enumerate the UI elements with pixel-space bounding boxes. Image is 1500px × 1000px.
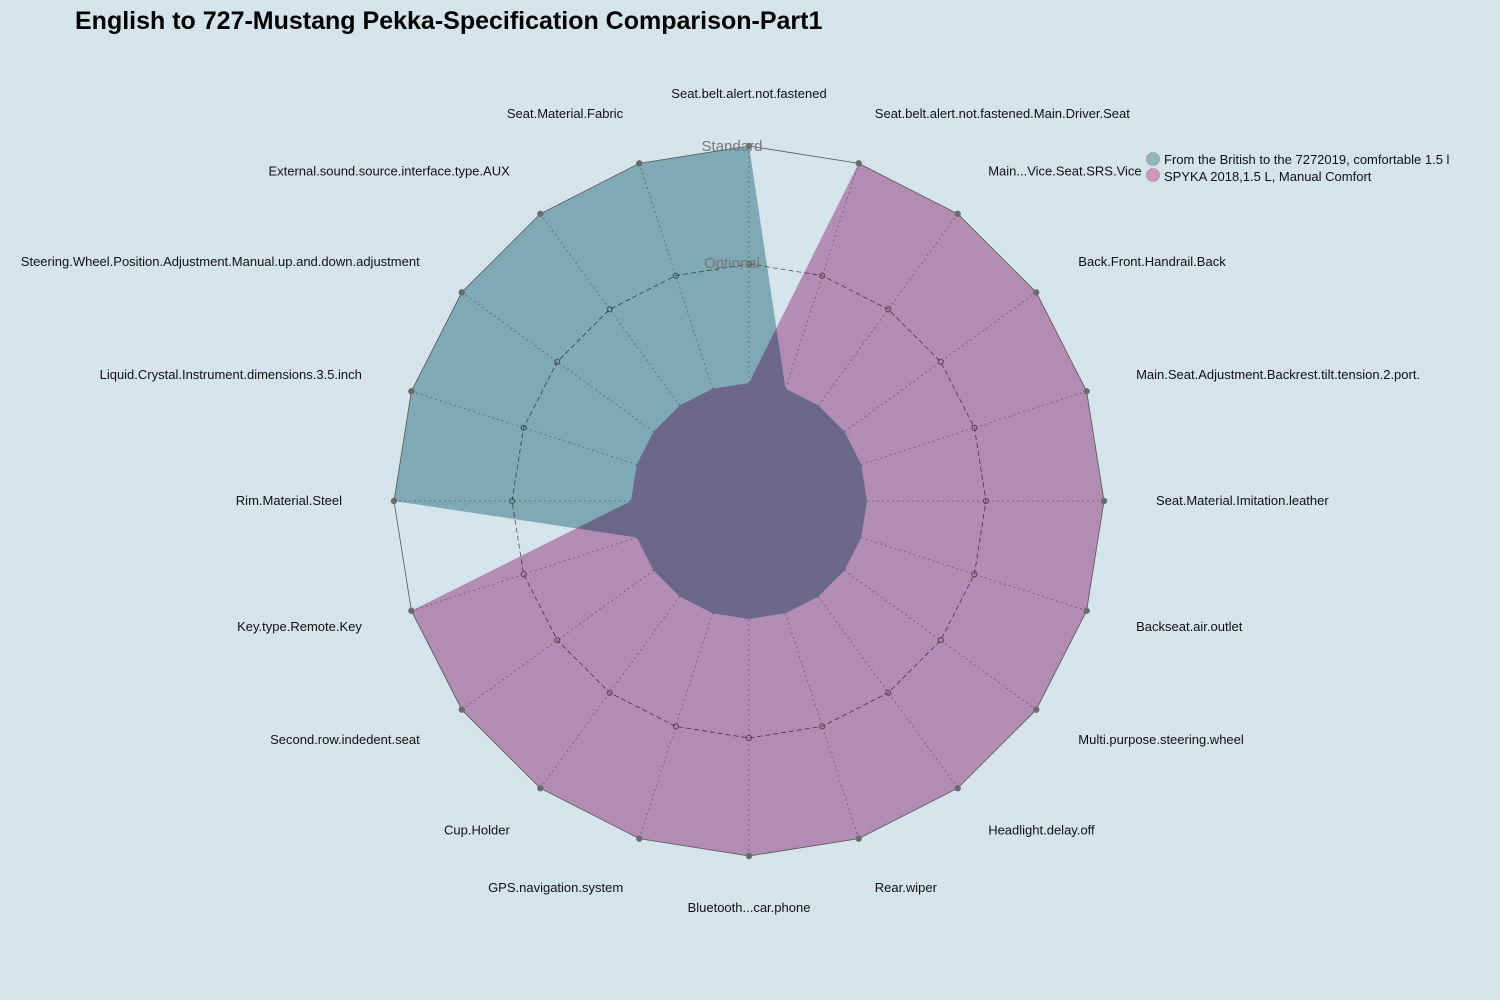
radar-vertex-marker: [408, 607, 415, 614]
legend-label-series-2: SPYKA 2018,1.5 L, Manual Comfort: [1164, 169, 1372, 184]
radar-vertex-marker: [636, 160, 643, 167]
axis-label: Backseat.air.outlet: [1136, 619, 1243, 634]
legend-swatch-series-2: [1146, 168, 1160, 182]
radar-vertex-marker: [855, 835, 862, 842]
level-label-optional: Optional: [704, 255, 760, 272]
axis-label: Seat.Material.Fabric: [507, 106, 624, 121]
axis-label: Second.row.indedent.seat: [270, 732, 420, 747]
axis-label: Rim.Material.Steel: [236, 493, 342, 508]
axis-label: Main.Seat.Adjustment.Backrest.tilt.tensi…: [1136, 367, 1420, 382]
radar-vertex-marker: [458, 706, 465, 713]
axis-label: GPS.navigation.system: [488, 880, 623, 895]
axis-label: Seat.belt.alert.not.fastened.Main.Driver…: [875, 106, 1130, 121]
axis-label: Seat.Material.Imitation.leather: [1156, 493, 1329, 508]
axis-labels: Seat.belt.alert.not.fastened Seat.belt.al…: [21, 86, 1420, 915]
radar-vertex-marker: [745, 142, 753, 150]
legend-swatch-series-1: [1146, 152, 1160, 166]
axis-label: Seat.belt.alert.not.fastened: [671, 86, 826, 101]
radar-vertex-marker: [408, 388, 415, 395]
radar-vertex-marker: [1033, 706, 1040, 713]
level-labels: Optional Standard: [702, 138, 763, 272]
radar-outline: [390, 142, 1108, 860]
chart-title: English to 727-Mustang Pekka-Specificati…: [75, 7, 822, 35]
axis-label: Main...Vice.Seat.SRS.Vice: [988, 164, 1141, 179]
axis-label: External.sound.source.interface.type.AUX: [268, 164, 510, 179]
radar-vertex-marker: [1083, 388, 1090, 395]
radar-vertex-marker: [458, 289, 465, 296]
axis-label: Multi.purpose.steering.wheel: [1078, 732, 1244, 747]
radar-vertex-marker: [1033, 289, 1040, 296]
radar-vertex-marker: [954, 785, 961, 792]
axis-label: Liquid.Crystal.Instrument.dimensions.3.5…: [100, 367, 362, 382]
radar-vertex-marker: [537, 210, 544, 217]
radar-vertex-marker: [537, 785, 544, 792]
legend-label-series-1: From the British to the 7272019, comfort…: [1164, 152, 1450, 167]
series-2-area: [411, 163, 1104, 856]
radar-vertex-marker: [1100, 497, 1108, 505]
chart-legend: From the British to the 7272019, comfort…: [1146, 152, 1450, 184]
level-label-standard: Standard: [702, 138, 763, 155]
radar-vertex-marker: [390, 497, 398, 505]
radar-vertex-marker: [954, 210, 961, 217]
axis-label: Steering.Wheel.Position.Adjustment.Manua…: [21, 254, 420, 269]
radar-vertex-marker: [1083, 607, 1090, 614]
axis-label: Headlight.delay.off: [988, 822, 1095, 837]
radar-vertex-marker: [855, 160, 862, 167]
radar-vertex-marker: [636, 835, 643, 842]
axis-label: Key.type.Remote.Key: [237, 619, 362, 634]
axis-label: Bluetooth...car.phone: [688, 900, 811, 915]
axis-label: Back.Front.Handrail.Back: [1078, 254, 1226, 269]
radar-vertex-marker: [745, 852, 753, 860]
axis-label: Cup.Holder: [444, 822, 510, 837]
axis-label: Rear.wiper: [875, 880, 938, 895]
radar-series: [394, 146, 1104, 856]
